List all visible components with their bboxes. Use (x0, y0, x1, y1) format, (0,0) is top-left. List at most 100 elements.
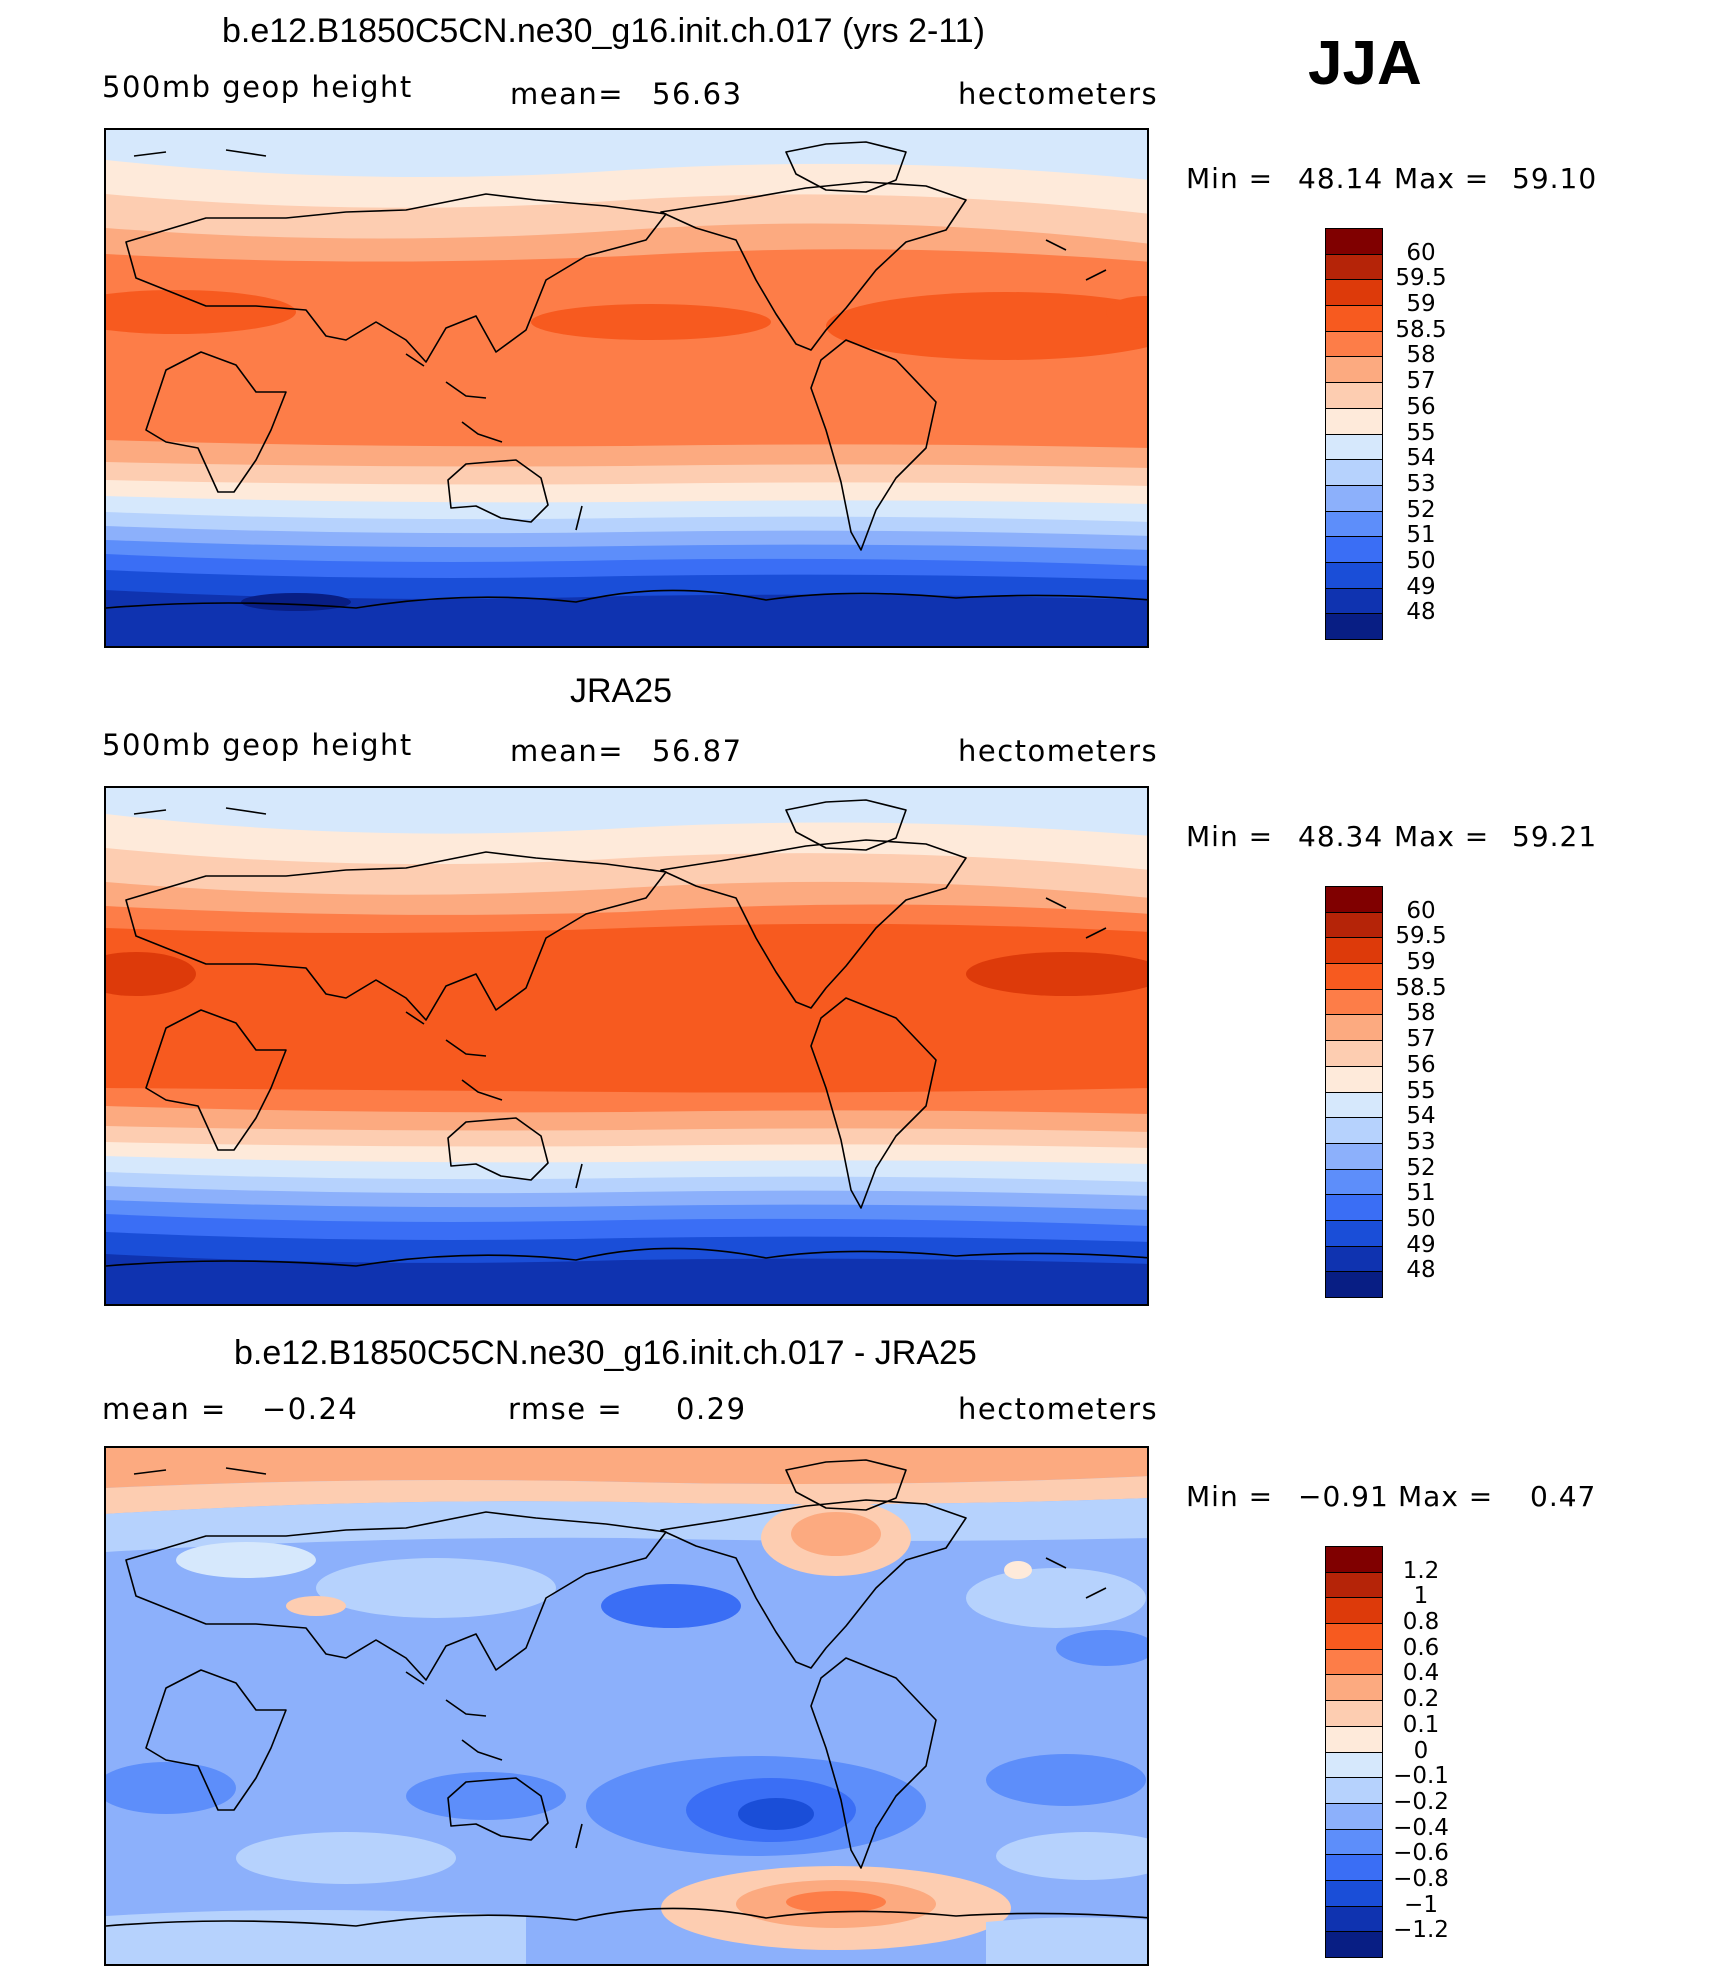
colorbar-swatch (1325, 937, 1383, 965)
colorbar-swatch (1325, 305, 1383, 332)
colorbar-swatch (1325, 1905, 1383, 1933)
colorbar-tick-label: 49 (1406, 573, 1436, 600)
colorbar-tick-label: −0.4 (1393, 1814, 1449, 1841)
colorbar-tick-label: −1 (1404, 1891, 1438, 1918)
colorbar-tick-label: 0.6 (1402, 1634, 1440, 1661)
colorbar-swatch (1325, 484, 1383, 512)
colorbar-swatch (1325, 1219, 1383, 1247)
max-value: 59.21 (1512, 820, 1598, 853)
units-label: hectometers (958, 734, 1159, 768)
colorbar-tick-label: 57 (1406, 368, 1436, 395)
colorbar-tick-label: 48 (1406, 599, 1436, 626)
colorbar-swatch (1325, 510, 1383, 538)
max-label: Max = (1394, 820, 1490, 853)
colorbar-tick-label: 50 (1406, 547, 1436, 574)
colorbar-tick-label: 0 (1413, 1737, 1429, 1764)
colorbar-tick-label: 60 (1406, 239, 1436, 266)
colorbar-swatch (1325, 1142, 1383, 1170)
colorbar-swatch (1325, 1854, 1383, 1881)
colorbar-tick-label: 59 (1406, 291, 1436, 318)
colorbar-tick-label: 57 (1406, 1026, 1436, 1053)
colorbar: 60 59.5 59 58.5 58 57 56 55 54 53 52 51 50 49 48 (1325, 886, 1447, 1298)
colorbar-swatch (1325, 1828, 1383, 1856)
colorbar-swatch (1325, 1194, 1383, 1221)
season-label: JJA (1308, 29, 1422, 98)
colorbar-tick-label: 53 (1406, 1128, 1436, 1155)
colorbar-swatch (1325, 1648, 1383, 1676)
colorbar-swatch (1325, 228, 1383, 255)
colorbar-tick-label: 60 (1406, 897, 1436, 924)
colorbar-swatch (1325, 382, 1383, 409)
mean-value: 56.63 (652, 77, 743, 111)
colorbar-swatch (1325, 1245, 1383, 1273)
colorbar-tick-label: 55 (1406, 1077, 1436, 1104)
rmse-value: 0.29 (676, 1392, 747, 1426)
min-label: Min = (1186, 820, 1274, 853)
colorbar-swatch (1325, 356, 1383, 384)
map-model (104, 128, 1149, 648)
colorbar-swatch (1325, 330, 1383, 358)
map-reanalysis (104, 786, 1149, 1306)
colorbar-tick-label: 59 (1406, 949, 1436, 976)
colorbar-tick-label: 0.4 (1402, 1660, 1440, 1687)
colorbar-tick-label: 0.2 (1402, 1686, 1440, 1713)
colorbar-tick-label: 52 (1406, 496, 1436, 523)
colorbar-swatch (1325, 279, 1383, 307)
colorbar-tick-label: −0.1 (1393, 1763, 1449, 1790)
colorbar-swatch (1325, 587, 1383, 615)
colorbar-swatch (1325, 1546, 1383, 1573)
colorbar-swatch (1325, 1623, 1383, 1650)
colorbar-swatch (1325, 1725, 1383, 1753)
colorbar-swatch (1325, 911, 1383, 939)
colorbar-swatch (1325, 1571, 1383, 1599)
colorbar-tick-label: 52 (1406, 1154, 1436, 1181)
colorbar-swatch (1325, 886, 1383, 913)
min-value: 48.34 (1298, 820, 1384, 853)
colorbar-swatch (1325, 1091, 1383, 1119)
colorbar-tick-label: 53 (1406, 470, 1436, 497)
colorbar-swatch (1325, 1931, 1383, 1958)
colorbar-tick-label: 58.5 (1395, 974, 1447, 1001)
colorbar-tick-label: 54 (1406, 445, 1436, 472)
colorbar-tick-label: 55 (1406, 419, 1436, 446)
colorbar-tick-label: 51 (1406, 522, 1436, 549)
colorbar-swatch (1325, 963, 1383, 990)
colorbar-swatch (1325, 561, 1383, 589)
max-value: 0.47 (1530, 1480, 1597, 1513)
colorbar: 60 59.5 59 58.5 58 57 56 55 54 53 52 51 50 49 48 (1325, 228, 1447, 640)
mean-value: −0.24 (262, 1392, 359, 1426)
map-difference (104, 1446, 1149, 1966)
colorbar-tick-label: −1.2 (1393, 1917, 1449, 1944)
max-label: Max = (1394, 162, 1490, 195)
min-value: 48.14 (1298, 162, 1384, 195)
mean-label: mean = (102, 1392, 227, 1426)
panel-title: b.e12.B1850C5CN.ne30_g16.init.ch.017 - J… (234, 1334, 977, 1372)
mean-value: 56.87 (652, 734, 743, 768)
colorbar-swatch (1325, 1777, 1383, 1804)
colorbar-swatch (1325, 407, 1383, 435)
colorbar-swatch (1325, 988, 1383, 1016)
colorbar-tick-label: 49 (1406, 1231, 1436, 1258)
max-value: 59.10 (1512, 162, 1598, 195)
colorbar: 1.2 1 0.8 0.6 0.4 0.2 0.1 0 −0.1 −0.2 −0.4 −0.6 −0.8… (1325, 1546, 1449, 1958)
colorbar-swatch (1325, 1040, 1383, 1067)
colorbar-tick-label: 1.2 (1402, 1557, 1440, 1584)
variable-label: 500mb geop height (102, 70, 413, 104)
colorbar-swatch (1325, 1065, 1383, 1093)
colorbar-swatch (1325, 1879, 1383, 1907)
panel-title: b.e12.B1850C5CN.ne30_g16.init.ch.017 (yr… (222, 12, 985, 50)
colorbar-tick-label: 56 (1406, 393, 1436, 420)
mean-label: mean= (510, 77, 625, 111)
colorbar-swatch (1325, 1597, 1383, 1625)
rmse-label: rmse = (508, 1392, 624, 1426)
units-label: hectometers (958, 77, 1159, 111)
colorbar-swatch (1325, 613, 1383, 640)
colorbar-swatch (1325, 459, 1383, 486)
colorbar-swatch (1325, 1751, 1383, 1779)
colorbar-swatch (1325, 1168, 1383, 1196)
colorbar-tick-label: 50 (1406, 1205, 1436, 1232)
colorbar-tick-label: 56 (1406, 1051, 1436, 1078)
colorbar-swatch (1325, 1802, 1383, 1830)
colorbar-tick-label: 48 (1406, 1257, 1436, 1284)
colorbar-tick-label: −0.6 (1393, 1840, 1449, 1867)
